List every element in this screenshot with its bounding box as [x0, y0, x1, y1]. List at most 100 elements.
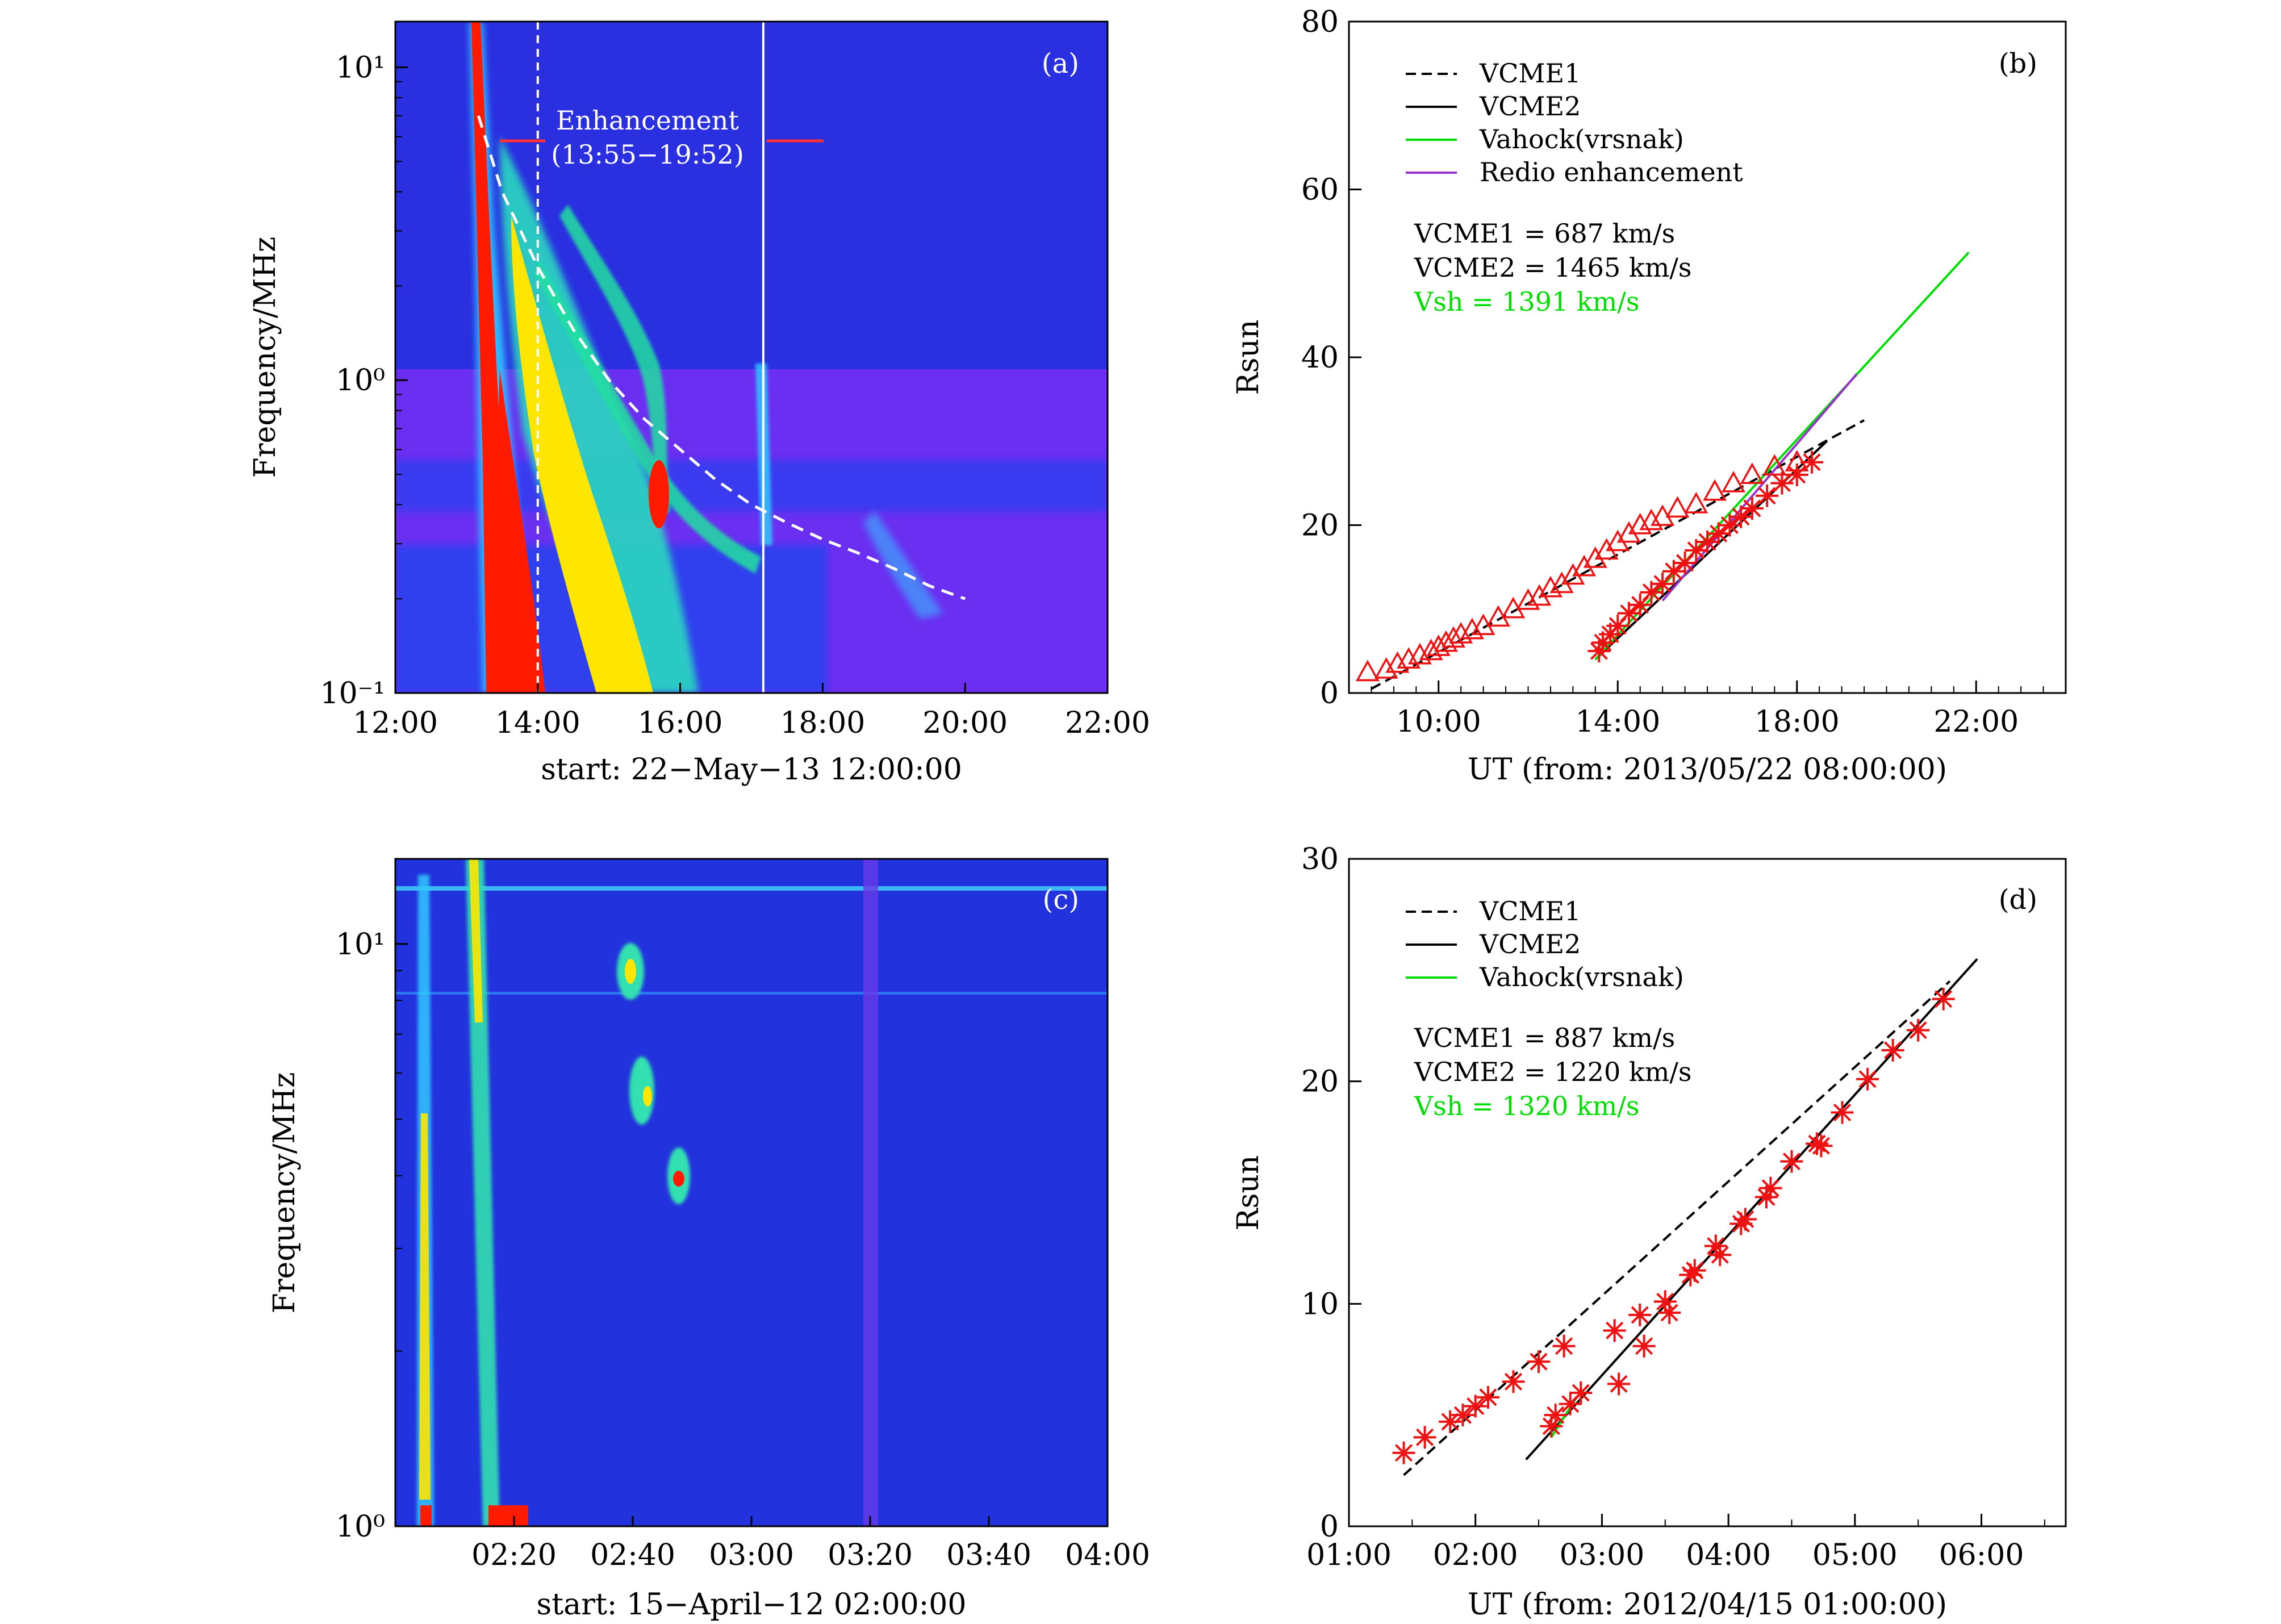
panel-c-spectrogram: (c) 02:20 02:40 03:00 03:20 03:40 04:00 10⁰10…: [268, 858, 1150, 1622]
y-tick-label: 20: [1301, 509, 1339, 543]
star-point: [1780, 1150, 1803, 1173]
panel-d-ylabel: Rsun: [1231, 1155, 1265, 1231]
triangle-point: [1762, 454, 1787, 476]
y-tick-label: 10¹: [336, 51, 385, 85]
type-iii-burst: [471, 22, 518, 693]
x-tick-label: 14:00: [1575, 705, 1660, 739]
x-tick-label: 02:40: [590, 1538, 675, 1572]
panel-c-xlabel: start: 15−April−12 02:00:00: [537, 1588, 967, 1622]
triangle-point: [1407, 642, 1432, 665]
star-point: [1476, 1385, 1499, 1409]
panel-a-xlabel: start: 22−May−13 12:00:00: [541, 753, 962, 787]
star-point: [1569, 1381, 1593, 1404]
star-point: [1392, 1441, 1415, 1464]
star-point: [1729, 505, 1753, 528]
panel-a-frame: [394, 20, 1109, 694]
panel-c-rfi-line-2: [395, 992, 1108, 995]
panel-a-tag: (a): [1042, 48, 1079, 80]
y-tick-label: 10¹: [336, 928, 385, 962]
star-point: [1439, 1410, 1462, 1433]
star-point: [1759, 1176, 1782, 1200]
star-point: [1658, 1301, 1681, 1324]
star-point: [1754, 1185, 1778, 1209]
star-point: [1685, 538, 1708, 562]
panel-b-text-vcme1: VCME1 = 687 km/s: [1414, 218, 1675, 249]
panel-c-background: [395, 859, 1108, 1526]
legend-label: VCME2: [1479, 91, 1581, 122]
y-tick-label: 20: [1301, 1065, 1339, 1099]
x-tick-label: 03:00: [709, 1538, 794, 1572]
x-tick-label: 16:00: [638, 706, 723, 740]
burst-3-blob-3-core: [673, 1171, 684, 1187]
x-tick-label: 04:00: [1686, 1538, 1771, 1572]
triangle-point: [1639, 508, 1664, 531]
panel-d-tag: (d): [1999, 884, 2037, 916]
burst-1-base: [420, 1505, 432, 1526]
star-point: [1544, 1404, 1567, 1427]
triangle-point: [1703, 479, 1727, 501]
star-point: [1464, 1395, 1487, 1418]
triangle-point: [1374, 657, 1398, 679]
panel-a-spectrogram: (a) Enhancement (13:55−19:52) 12:00 14:00…: [248, 20, 1150, 787]
burst-3-blob-2: [629, 1057, 654, 1125]
y-tick-label: 60: [1301, 173, 1339, 207]
star-point: [1502, 1370, 1525, 1393]
burst-2-base: [488, 1505, 528, 1526]
star-point: [1831, 1101, 1854, 1124]
triangle-point: [1460, 617, 1484, 640]
panel-b-plot: [1355, 251, 1970, 690]
star-point: [1810, 1134, 1833, 1158]
star-point: [1740, 496, 1764, 520]
burst-2-core: [469, 859, 483, 1022]
star-point: [1708, 1243, 1732, 1267]
star-point: [1617, 602, 1640, 625]
legend-label: VCME2: [1479, 929, 1581, 959]
x-tick-label: 18:00: [1754, 705, 1840, 739]
triangle-point: [1449, 621, 1473, 644]
type-ii-fit-curve: [477, 115, 966, 600]
star-point: [1733, 1208, 1757, 1231]
x-tick-label: 22:00: [1065, 706, 1150, 740]
x-tick-label: 22:00: [1933, 705, 2019, 739]
panel-c-image: [395, 859, 1108, 1526]
panel-c-xticks: 02:20 02:40 03:00 03:20 03:40 04:00: [471, 1516, 1150, 1572]
panel-b-text-vsh: Vsh = 1391 km/s: [1414, 286, 1640, 317]
legend-label: Vahock(vrsnak): [1479, 962, 1684, 992]
triangle-point: [1740, 462, 1764, 484]
star-point: [1540, 1414, 1563, 1438]
x-tick-label: 03:20: [828, 1538, 913, 1572]
star-point: [1603, 1319, 1626, 1342]
panel-c-tag: (c): [1043, 884, 1079, 916]
y-tick-label: 40: [1301, 341, 1339, 375]
star-point: [1606, 614, 1630, 637]
triangle-point: [1442, 626, 1466, 648]
x-tick-label: 10:00: [1396, 705, 1481, 739]
x-tick-label: 12:00: [353, 706, 438, 740]
fit-line: [1525, 958, 1978, 1460]
panel-b-tag: (b): [1999, 48, 2037, 80]
star-point: [1640, 581, 1663, 604]
drifting-emission-cyan: [500, 136, 699, 693]
triangle-point: [1516, 588, 1540, 610]
panel-d-text-vsh: Vsh = 1320 km/s: [1414, 1091, 1640, 1121]
star-point: [1653, 1290, 1677, 1313]
fit-line: [1371, 419, 1865, 690]
star-point: [1683, 1259, 1706, 1282]
x-tick-label: 18:00: [780, 706, 865, 740]
star-point: [1881, 1038, 1904, 1062]
star-point: [1662, 560, 1685, 583]
x-tick-label: 14:00: [495, 706, 580, 740]
star-point: [1704, 1234, 1727, 1258]
panel-d-plot: [1392, 958, 1978, 1476]
star-point: [1587, 640, 1611, 663]
star-point: [1707, 522, 1730, 545]
panel-b-text-vcme2: VCME2 = 1465 km/s: [1414, 252, 1691, 283]
panel-c-ylabel: Frequency/MHz: [268, 1072, 302, 1314]
star-point: [1559, 1392, 1582, 1416]
star-point: [1673, 551, 1697, 574]
panel-c-rfi-line: [395, 886, 1108, 891]
star-point: [1632, 1334, 1656, 1358]
y-tick-label: 0: [1320, 677, 1339, 711]
star-point: [1607, 1372, 1631, 1396]
